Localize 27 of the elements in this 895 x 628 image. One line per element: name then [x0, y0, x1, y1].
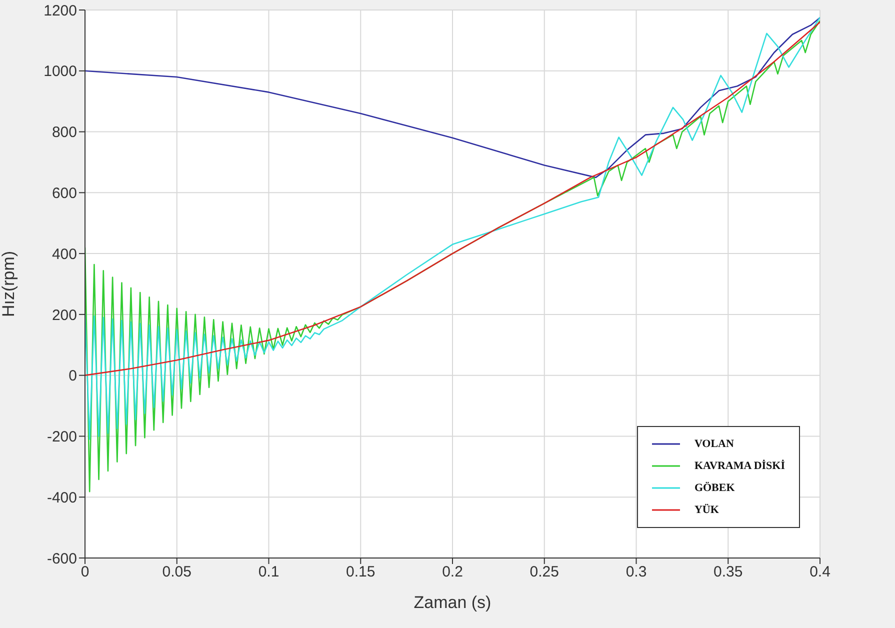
line-series: [85, 16, 820, 178]
x-tick-label: 0.1: [258, 564, 280, 581]
y-tick-label: -200: [46, 428, 77, 446]
x-tick-label: 0.4: [810, 564, 830, 581]
y-tick-label: 200: [52, 306, 77, 324]
x-tick-label: 0.15: [346, 564, 376, 581]
legend-label: GÖBEK: [694, 480, 735, 496]
y-tick-label: 0: [68, 368, 77, 385]
x-axis-title: Zaman (s): [414, 593, 492, 612]
y-axis-title: Hız(rpm): [0, 250, 18, 318]
y-tick-label: 1000: [44, 63, 77, 80]
x-tick-label: 0: [80, 564, 90, 581]
x-tick-label: 0.2: [442, 564, 463, 581]
legend-label: KAVRAMA DİSKİ: [694, 458, 785, 474]
line-series: [85, 22, 820, 376]
y-tick-label: 600: [52, 184, 77, 202]
legend-label: VOLAN: [694, 437, 734, 452]
y-tick-label: 1200: [44, 2, 77, 20]
x-tick-label: 0.05: [162, 564, 192, 581]
x-tick-label: 0.25: [530, 564, 559, 581]
y-tick-label: 400: [52, 246, 77, 263]
x-tick-label: 0.35: [714, 564, 743, 581]
y-tick-label: -400: [46, 489, 77, 506]
x-tick-label: 0.3: [626, 564, 647, 581]
y-tick-label: -600: [46, 550, 77, 568]
y-tick-label: 800: [52, 124, 77, 142]
legend-label: YÜK: [694, 502, 719, 518]
